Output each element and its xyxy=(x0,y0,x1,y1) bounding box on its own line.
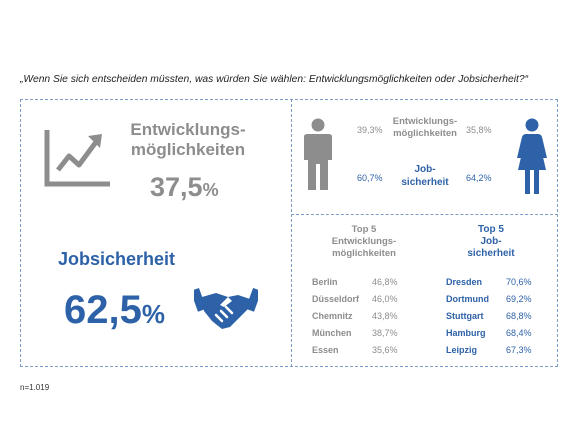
dev-city-value: 46,8% xyxy=(372,277,398,287)
job-value-number: 62,5 xyxy=(64,288,142,332)
job-city-name: Hamburg xyxy=(446,328,486,338)
man-icon xyxy=(304,118,332,190)
woman-icon xyxy=(517,118,547,194)
gender-dev-label-line1: Entwicklungs- xyxy=(392,116,458,127)
dev-city-value: 46,0% xyxy=(372,294,398,304)
job-city-value: 68,4% xyxy=(506,328,532,338)
dev-value-unit: % xyxy=(202,180,219,200)
gender-job-label: Job- sicherheit xyxy=(395,163,455,189)
top5-job-title-line1: Top 5 xyxy=(478,224,504,235)
dev-city-name: Chemnitz xyxy=(312,311,353,321)
female-job-value: 64,2% xyxy=(466,173,492,183)
dev-value-number: 37,5 xyxy=(150,172,203,202)
female-dev-value: 35,8% xyxy=(466,125,492,135)
top5-job-title-line3: sicherheit xyxy=(467,248,515,259)
horizontal-divider xyxy=(291,214,558,215)
vertical-divider xyxy=(291,99,292,367)
job-city-name: Stuttgart xyxy=(446,311,484,321)
top5-dev-title-line2: Entwicklungs- xyxy=(331,236,397,247)
dev-label: Entwicklungs- möglichkeiten xyxy=(128,120,248,160)
top5-job-title-line2: Job- xyxy=(480,236,502,247)
dev-label-line1: Entwicklungs- xyxy=(130,120,246,139)
male-dev-value: 39,3% xyxy=(357,125,383,135)
infographic-frame xyxy=(20,99,558,367)
handshake-icon xyxy=(194,287,258,329)
job-city-value: 68,8% xyxy=(506,311,532,321)
job-city-value: 70,6% xyxy=(506,277,532,287)
job-label: Jobsicherheit xyxy=(58,249,176,269)
dev-city-name: Essen xyxy=(312,345,339,355)
dev-city-name: München xyxy=(312,328,352,338)
job-city-name: Dresden xyxy=(446,277,483,287)
job-city-name: Leipzig xyxy=(446,345,477,355)
top5-dev-title-line1: Top 5 xyxy=(351,224,377,235)
gender-job-label-line2: sicherheit xyxy=(401,177,449,188)
dev-city-value: 38,7% xyxy=(372,328,398,338)
gender-job-label-line1: Job- xyxy=(414,164,436,175)
dev-city-value: 35,6% xyxy=(372,345,398,355)
dev-city-name: Berlin xyxy=(312,277,338,287)
growth-chart-icon xyxy=(44,130,110,187)
male-job-value: 60,7% xyxy=(357,173,383,183)
survey-question: „Wenn Sie sich entscheiden müssten, was … xyxy=(20,74,529,85)
top5-dev-title: Top 5 Entwicklungs- möglichkeiten xyxy=(316,224,412,260)
job-city-value: 69,2% xyxy=(506,294,532,304)
dev-label-line2: möglichkeiten xyxy=(130,140,246,159)
job-value-unit: % xyxy=(141,299,165,329)
gender-dev-label: Entwicklungs- möglichkeiten xyxy=(384,116,466,140)
dev-city-name: Düsseldorf xyxy=(312,294,360,304)
job-city-name: Dortmund xyxy=(446,294,489,304)
job-value: 62,5% xyxy=(64,288,165,333)
dev-value: 37,5% xyxy=(150,172,219,203)
job-city-value: 67,3% xyxy=(506,345,532,355)
gender-dev-label-line2: möglichkeiten xyxy=(393,128,457,139)
sample-size-note: n=1.019 xyxy=(20,383,50,392)
top5-job-title: Top 5 Job- sicherheit xyxy=(458,224,524,260)
dev-city-value: 43,8% xyxy=(372,311,398,321)
top5-dev-title-line3: möglichkeiten xyxy=(332,248,396,259)
